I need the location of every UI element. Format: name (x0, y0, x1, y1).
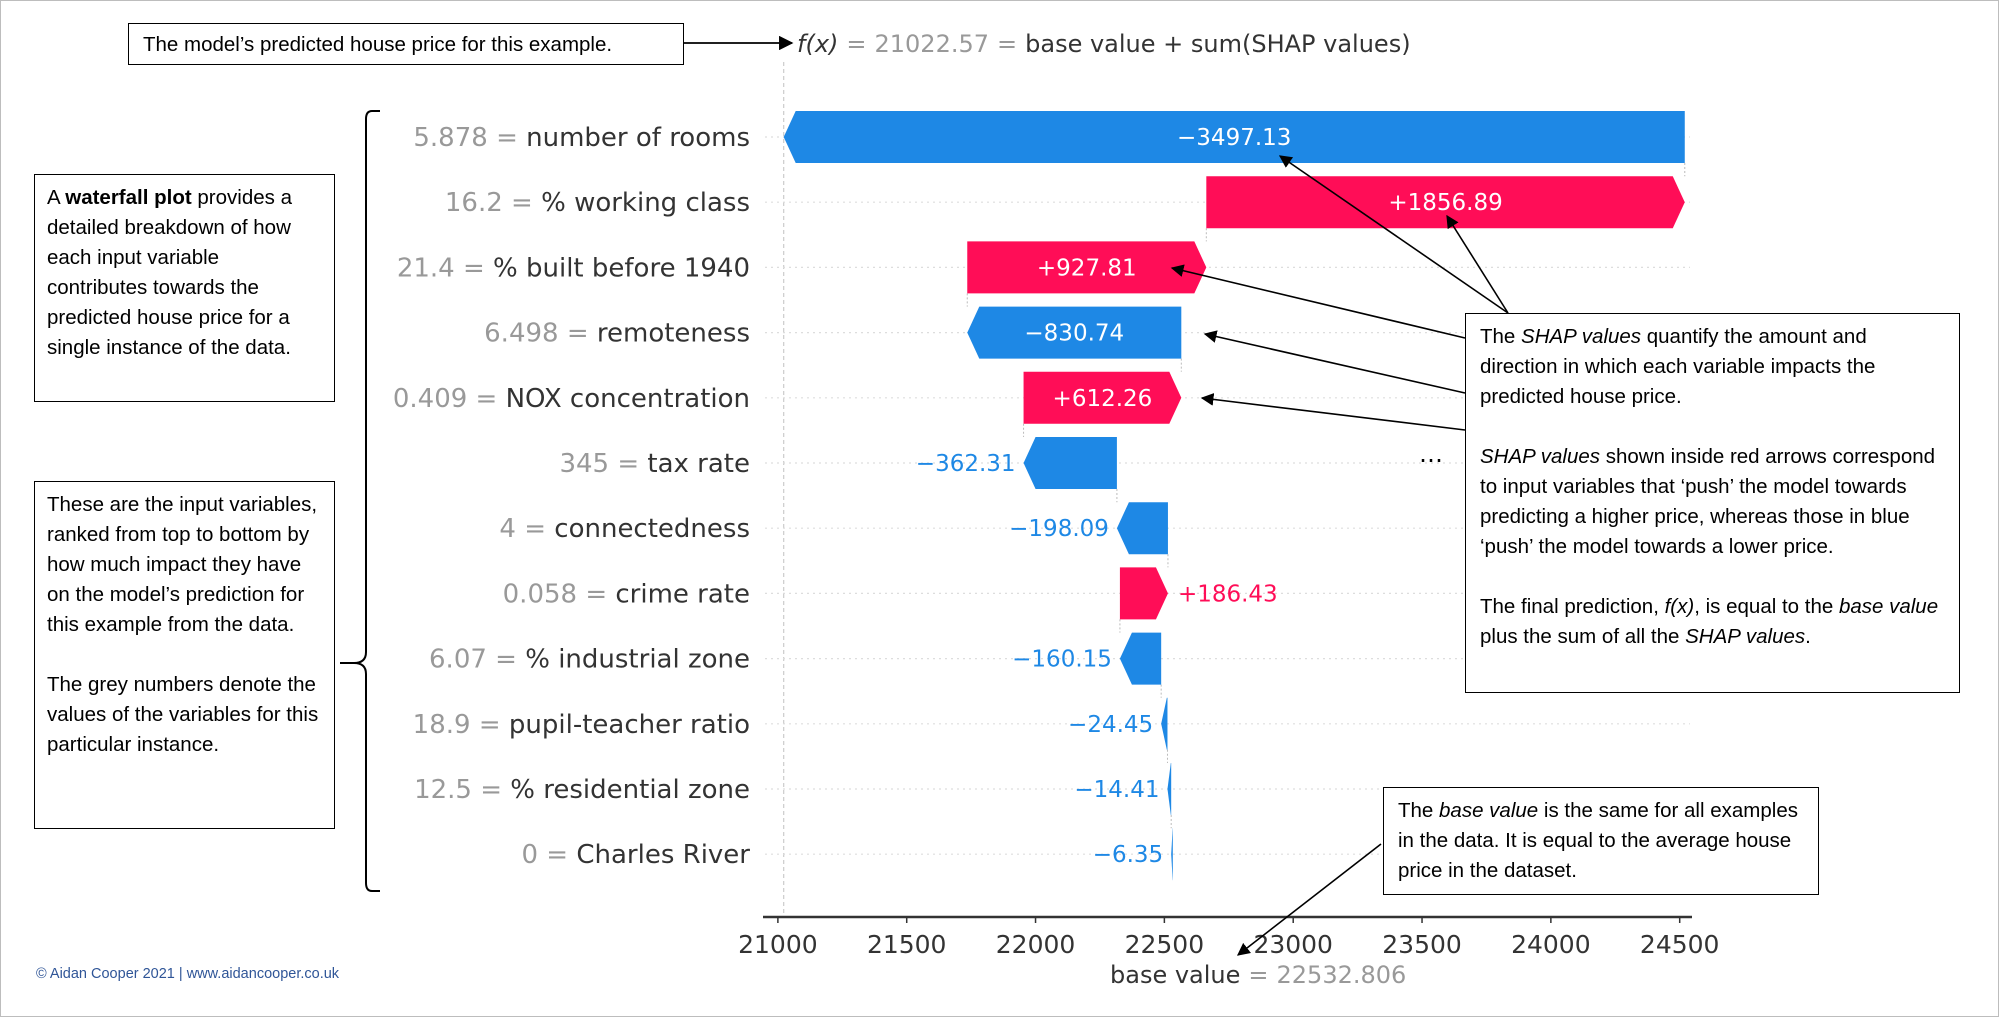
shap-value-label: +612.26 (1053, 386, 1153, 412)
x-tick-label: 23500 (1382, 930, 1462, 959)
waterfall-bar (967, 241, 1207, 294)
base-annotation-box: The base value is the same for all examp… (1383, 787, 1819, 895)
feature-label: 21.4 = % built before 1940 (397, 253, 750, 283)
feature-label: 4 = connectedness (499, 514, 750, 544)
arrow-shap-5 (1200, 393, 1466, 431)
x-tick-label: 24000 (1511, 930, 1591, 959)
feature-name: pupil-teacher ratio (509, 710, 750, 740)
waterfall-bar (1116, 502, 1168, 555)
variables-annotation-text-2: The grey numbers denote the values of th… (47, 673, 319, 756)
variables-annotation-box: These are the input variables, ranked fr… (34, 481, 335, 829)
feature-name: crime rate (615, 579, 750, 609)
arrow-shap-4 (1203, 330, 1466, 394)
feature-label: 0.058 = crime rate (503, 579, 750, 609)
feature-name: connectedness (554, 514, 750, 544)
feature-value: 0.058 = (503, 579, 616, 609)
shap-value-label: −3497.13 (1177, 125, 1291, 151)
feature-value: 6.07 = (429, 645, 525, 675)
feature-label: 12.5 = % residential zone (414, 775, 750, 805)
arrow-base-value (1236, 843, 1382, 956)
feature-label: 0.409 = NOX concentration (393, 384, 750, 414)
base-annotation-text: The base value is the same for all examp… (1398, 799, 1798, 882)
shap-value-label: −830.74 (1024, 321, 1124, 347)
feature-value: 12.5 = (414, 775, 510, 805)
feature-value: 345 = (559, 449, 647, 479)
feature-name: tax rate (647, 449, 750, 479)
fx-label: f(x) = 21022.57 = base value + sum(SHAP valu… (797, 30, 1411, 58)
feature-label: 16.2 = % working class (445, 188, 750, 218)
waterfall-bar (1161, 697, 1168, 750)
waterfall-bar (1119, 567, 1168, 620)
waterfall-bar (1023, 371, 1182, 424)
shap-value-label: −24.45 (1068, 712, 1153, 738)
feature-name: % industrial zone (525, 645, 750, 675)
feature-value: 5.878 = (413, 123, 526, 153)
feature-name: % working class (541, 188, 750, 218)
feature-name: % built before 1940 (493, 253, 750, 283)
shap-annotation-box: The SHAP values quantify the amount and … (1465, 313, 1960, 693)
feature-value: 0 = (521, 840, 576, 870)
feature-value: 6.498 = (484, 319, 597, 349)
shap-annotation-text-3: The final prediction, f(x), is equal to … (1480, 595, 1939, 648)
base-value-label: base value = 22532.806 (1110, 961, 1406, 989)
shap-annotation-text-1: The SHAP values quantify the amount and … (1480, 325, 1876, 408)
fx-italic: f(x) (797, 30, 838, 58)
waterfall-annotation-box: A waterfall plot provides a detailed bre… (34, 174, 335, 402)
x-tick-label: 22000 (996, 930, 1076, 959)
shap-value-label: +186.43 (1178, 581, 1278, 607)
feature-value: 21.4 = (397, 253, 493, 283)
feature-label: 6.498 = remoteness (484, 319, 750, 349)
shap-value-label: −198.09 (1009, 516, 1109, 542)
base-value-number: 22532.806 (1277, 961, 1407, 989)
ellipsis: … (1419, 440, 1443, 468)
feature-label: 6.07 = % industrial zone (429, 645, 750, 675)
feature-value: 0.409 = (393, 384, 506, 414)
feature-name: NOX concentration (506, 384, 750, 414)
shap-value-label: +1856.89 (1388, 190, 1502, 216)
shap-value-label: −6.35 (1093, 842, 1163, 868)
feature-name: number of rooms (526, 123, 750, 153)
feature-value: 18.9 = (413, 710, 509, 740)
feature-value: 16.2 = (445, 188, 541, 218)
waterfall-bar (1023, 437, 1117, 489)
waterfall-bar (1171, 828, 1173, 881)
feature-label: 345 = tax rate (559, 449, 750, 479)
shap-value-label: +927.81 (1037, 255, 1137, 281)
x-tick-label: 24500 (1640, 930, 1720, 959)
variables-annotation-text-1: These are the input variables, ranked fr… (47, 493, 318, 636)
top-annotation-text: The model’s predicted house price for th… (143, 33, 613, 56)
fx-value: 21022.57 (875, 30, 990, 58)
feature-name: Charles River (576, 840, 750, 870)
waterfall-annotation-text: A waterfall plot provides a detailed bre… (47, 186, 292, 359)
x-tick-label: 21000 (738, 930, 818, 959)
x-tick-label: 23000 (1253, 930, 1333, 959)
feature-label: 5.878 = number of rooms (413, 123, 750, 153)
shap-value-label: −362.31 (916, 451, 1016, 477)
waterfall-bar (783, 111, 1685, 163)
credit-text: © Aidan Cooper 2021 | www.aidancooper.co… (36, 966, 340, 982)
shap-annotation-text-2: SHAP values shown inside red arrows corr… (1480, 445, 1936, 558)
feature-label: 18.9 = pupil-teacher ratio (413, 710, 750, 740)
feature-label: 0 = Charles River (521, 840, 750, 870)
fx-suffix: base value + sum(SHAP values) (1025, 30, 1410, 58)
shap-value-label: −160.15 (1012, 647, 1112, 673)
feature-value: 4 = (499, 514, 554, 544)
shap-value-label: −14.41 (1074, 777, 1159, 803)
feature-name: remoteness (597, 319, 750, 349)
arrow-shap-1 (1278, 155, 1509, 314)
feature-name: % residential zone (510, 775, 750, 805)
feature-brace (340, 110, 380, 892)
x-tick-label: 21500 (867, 930, 947, 959)
waterfall-bar (1119, 632, 1162, 685)
x-tick-label: 22500 (1125, 930, 1205, 959)
waterfall-bar (1206, 176, 1685, 229)
arrow-shap-2 (1446, 214, 1509, 314)
waterfall-bar (967, 306, 1182, 359)
arrow-shap-3 (1170, 264, 1466, 339)
top-annotation-box: The model’s predicted house price for th… (128, 23, 684, 65)
waterfall-bar (1167, 763, 1172, 815)
